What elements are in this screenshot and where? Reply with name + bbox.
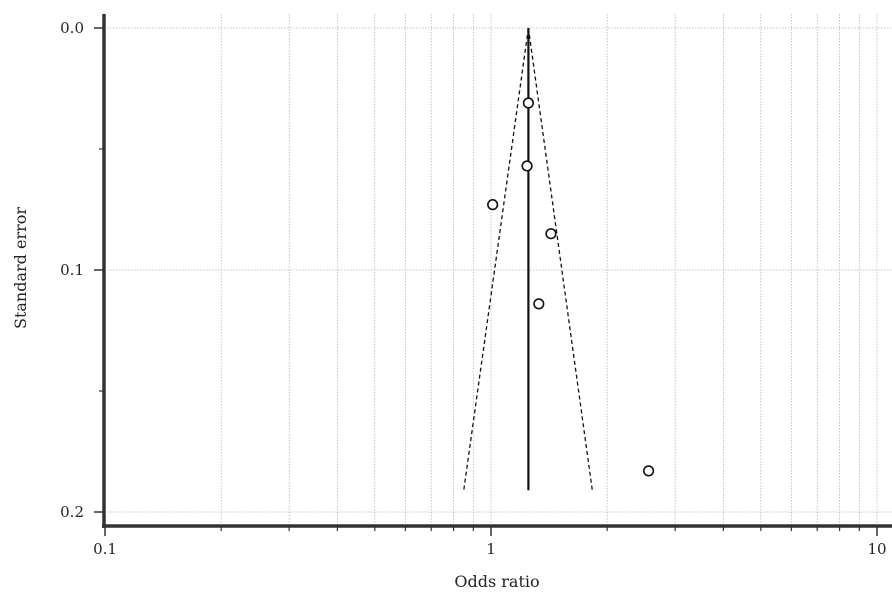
x-tick-label: 10 <box>867 540 886 558</box>
axes <box>94 14 892 536</box>
x-tick-label: 1 <box>486 540 496 558</box>
data-point <box>545 228 557 240</box>
tick-labels: 0.1 1 10 0.0 0.1 0.2 <box>60 19 886 558</box>
data-point <box>642 465 655 477</box>
y-tick-label: 0.1 <box>60 261 84 279</box>
x-tick-label: 0.1 <box>93 540 117 558</box>
funnel-limit-left <box>463 27 530 491</box>
data-point <box>487 199 499 211</box>
grid <box>104 14 892 526</box>
x-axis-title: Odds ratio <box>454 572 539 591</box>
data-point <box>521 160 533 172</box>
y-tick-label: 0.0 <box>60 19 84 37</box>
funnel-limit-right <box>527 27 593 491</box>
funnel <box>463 27 593 491</box>
y-axis-title: Standard error <box>11 207 30 329</box>
data-points <box>487 97 655 477</box>
y-tick-label: 0.2 <box>60 503 84 521</box>
data-point <box>522 97 535 109</box>
data-point <box>533 298 545 310</box>
